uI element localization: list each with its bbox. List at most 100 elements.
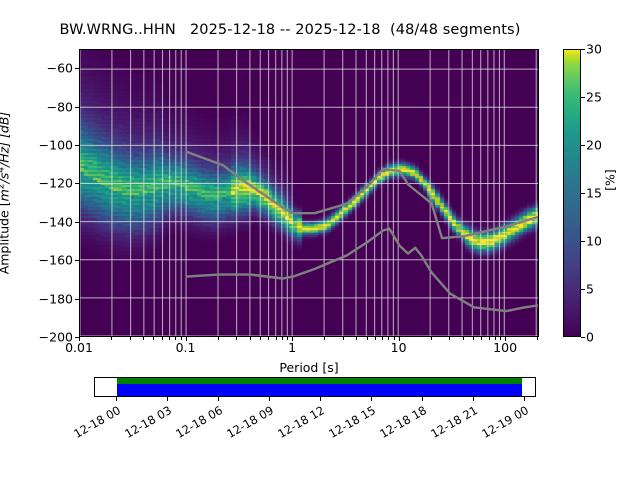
x-tick-minor bbox=[449, 337, 451, 340]
y-tick-label: −80 bbox=[46, 99, 73, 115]
x-tick-minor bbox=[236, 337, 238, 340]
time-tick-mark bbox=[218, 397, 220, 401]
colorbar-tick-label: 0 bbox=[586, 329, 594, 345]
x-tick-minor bbox=[342, 337, 344, 340]
y-axis-label-post: /Hz] [dB] bbox=[0, 111, 12, 167]
y-tick-label: −60 bbox=[46, 60, 73, 76]
y-axis-label-sup1: 2 bbox=[0, 183, 6, 189]
x-tick-minor bbox=[500, 337, 502, 340]
y-tick-mark bbox=[75, 337, 79, 338]
x-tick-minor bbox=[175, 337, 177, 340]
colorbar[interactable] bbox=[563, 49, 581, 337]
x-tick-minor bbox=[111, 337, 113, 340]
x-tick-mark bbox=[185, 337, 187, 341]
x-tick-minor bbox=[249, 337, 251, 340]
y-tick-mark bbox=[75, 221, 79, 223]
x-tick-minor bbox=[259, 337, 261, 340]
x-tick-minor bbox=[161, 337, 163, 340]
y-axis-label-mid: /s bbox=[0, 172, 12, 184]
x-tick-label: 1 bbox=[288, 340, 297, 355]
colorbar-tick-label: 25 bbox=[586, 89, 602, 105]
y-tick-mark bbox=[75, 68, 79, 70]
time-tick-label: 12-18 21 bbox=[428, 403, 481, 441]
x-tick-minor bbox=[217, 337, 219, 340]
y-axis-label-sup2: 4 bbox=[0, 167, 6, 173]
x-tick-minor bbox=[382, 337, 384, 340]
time-tick-label: 12-18 18 bbox=[377, 403, 430, 441]
x-tick-minor bbox=[481, 337, 483, 340]
time-tick-mark bbox=[116, 397, 118, 401]
x-tick-minor bbox=[494, 337, 496, 340]
colorbar-tick-mark bbox=[581, 145, 585, 146]
x-tick-mark bbox=[398, 337, 400, 341]
x-tick-label: 10 bbox=[390, 340, 407, 355]
x-tick-minor bbox=[366, 337, 368, 340]
colorbar-tick-label: 30 bbox=[586, 41, 602, 57]
x-tick-minor bbox=[169, 337, 171, 340]
x-tick-minor bbox=[275, 337, 277, 340]
y-tick-label: −160 bbox=[38, 252, 73, 268]
noise-model-curves bbox=[185, 150, 538, 313]
x-tick-minor bbox=[180, 337, 182, 340]
time-tick-label: 12-18 00 bbox=[71, 403, 124, 441]
colorbar-label-text: [%] bbox=[602, 169, 618, 191]
data-coverage-green bbox=[117, 378, 522, 385]
time-tick-label: 12-18 03 bbox=[122, 403, 174, 441]
colorbar-tick-mark bbox=[581, 97, 585, 98]
time-tick-mark bbox=[166, 397, 168, 401]
x-tick-minor bbox=[537, 337, 539, 340]
colorbar-tick-mark bbox=[581, 337, 585, 338]
y-axis-label: Amplitude [m2/s4/Hz] [dB] bbox=[0, 49, 14, 337]
x-tick-minor bbox=[287, 337, 289, 340]
time-tick-label: 12-18 06 bbox=[173, 403, 226, 441]
x-tick-minor bbox=[473, 337, 475, 340]
x-tick-minor bbox=[393, 337, 395, 340]
colorbar-label: [%] bbox=[600, 160, 620, 200]
time-tick-mark bbox=[320, 397, 322, 401]
time-tick-mark bbox=[524, 397, 526, 401]
x-tick-label: 100 bbox=[493, 340, 518, 355]
x-tick-minor bbox=[129, 337, 131, 340]
x-tick-minor bbox=[281, 337, 283, 340]
x-tick-minor bbox=[268, 337, 270, 340]
y-axis-label-pre: Amplitude [ bbox=[0, 201, 12, 275]
y-tick-label: −100 bbox=[38, 137, 73, 153]
x-tick-minor bbox=[374, 337, 376, 340]
colorbar-tick-label: 15 bbox=[586, 185, 602, 201]
x-tick-minor bbox=[153, 337, 155, 340]
y-axis-label-unit-m: m bbox=[0, 189, 12, 201]
y-tick-label: −120 bbox=[38, 175, 73, 191]
time-tick-label: 12-18 09 bbox=[224, 403, 276, 441]
ppsd-heatmap-axes[interactable] bbox=[79, 49, 539, 337]
colorbar-tick-mark bbox=[581, 289, 585, 290]
x-axis-label: Period [s] bbox=[279, 360, 339, 375]
colorbar-tick-label: 5 bbox=[586, 281, 594, 297]
x-tick-minor bbox=[488, 337, 490, 340]
x-tick-minor bbox=[143, 337, 145, 340]
colorbar-tick-mark bbox=[581, 241, 585, 242]
colorbar-tick-label: 20 bbox=[586, 137, 602, 153]
time-tick-label: 12-19 00 bbox=[479, 403, 532, 441]
x-tick-minor bbox=[356, 337, 358, 340]
x-tick-label: 0.01 bbox=[65, 340, 93, 355]
y-tick-mark bbox=[75, 183, 79, 185]
x-tick-minor bbox=[430, 337, 432, 340]
x-tick-minor bbox=[388, 337, 390, 340]
page-title: BW.WRNG..HHN 2025-12-18 -- 2025-12-18 (4… bbox=[59, 22, 521, 38]
y-tick-mark bbox=[75, 260, 79, 262]
y-tick-mark bbox=[75, 298, 79, 300]
time-tick-mark bbox=[422, 397, 424, 401]
time-tick-mark bbox=[473, 397, 475, 401]
time-tick-mark bbox=[269, 397, 270, 401]
colorbar-tick-mark bbox=[581, 193, 585, 194]
x-tick-mark bbox=[505, 337, 507, 341]
data-coverage-bar[interactable] bbox=[94, 377, 536, 397]
y-tick-label: −180 bbox=[38, 291, 73, 307]
colorbar-tick-label: 10 bbox=[586, 233, 602, 249]
y-tick-mark bbox=[75, 106, 79, 108]
data-coverage-blue bbox=[117, 384, 522, 396]
y-tick-mark bbox=[75, 145, 79, 146]
y-tick-label: −200 bbox=[38, 329, 73, 345]
colorbar-tick-mark bbox=[581, 49, 585, 50]
time-tick-label: 12-18 12 bbox=[275, 403, 328, 441]
